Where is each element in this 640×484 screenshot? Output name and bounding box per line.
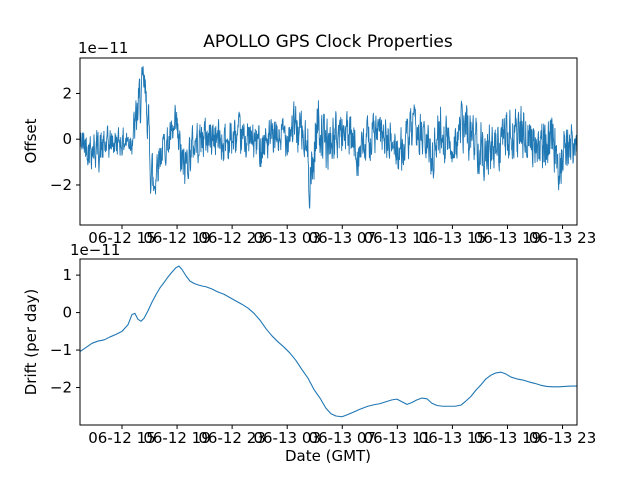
x-tick-label: 06-13 07 <box>309 229 376 247</box>
x-axis-label: Date (GMT) <box>285 447 371 465</box>
x-tick-label: 06-13 15 <box>419 429 486 447</box>
x-tick-label: 06-13 19 <box>474 429 541 447</box>
y-tick-label: 2 <box>62 84 72 102</box>
y-tick-label: −2 <box>50 176 72 194</box>
drift-series-line <box>80 265 577 418</box>
top-offset-scale-label: 1e−11 <box>78 39 128 57</box>
bottom-plot-frame <box>79 258 578 426</box>
y-tick-label: 0 <box>62 304 72 322</box>
bottom-plot: 1e−11 Drift (per day) Date (GMT) 06-12 1… <box>22 241 596 465</box>
figure-title: APOLLO GPS Clock Properties <box>203 32 453 52</box>
x-tick-label: 06-12 15 <box>88 429 155 447</box>
x-tick-label: 06-12 15 <box>88 229 155 247</box>
x-tick-label: 06-12 19 <box>143 229 210 247</box>
y-tick-label: 1 <box>62 266 72 284</box>
x-tick-label: 06-13 15 <box>419 229 486 247</box>
x-tick-label: 06-13 03 <box>253 429 320 447</box>
x-tick-label: 06-13 19 <box>474 229 541 247</box>
x-tick-label: 06-13 23 <box>529 229 596 247</box>
top-plot-frame <box>79 57 578 226</box>
x-tick-label: 06-12 23 <box>198 429 265 447</box>
x-tick-label: 06-12 19 <box>143 429 210 447</box>
top-ylabel: Offset <box>22 118 40 163</box>
x-tick-label: 06-13 03 <box>253 229 320 247</box>
x-tick-label: 06-13 11 <box>364 429 431 447</box>
x-tick-label: 06-13 23 <box>529 429 596 447</box>
y-tick-label: −1 <box>50 341 72 359</box>
bottom-offset-scale-label: 1e−11 <box>70 241 120 259</box>
x-tick-label: 06-13 07 <box>309 429 376 447</box>
offset-series-line <box>80 66 577 209</box>
y-tick-label: 0 <box>62 130 72 148</box>
x-tick-label: 06-12 23 <box>198 229 265 247</box>
bottom-ylabel: Drift (per day) <box>22 289 40 396</box>
y-tick-label: −2 <box>50 379 72 397</box>
x-tick-label: 06-13 11 <box>364 229 431 247</box>
